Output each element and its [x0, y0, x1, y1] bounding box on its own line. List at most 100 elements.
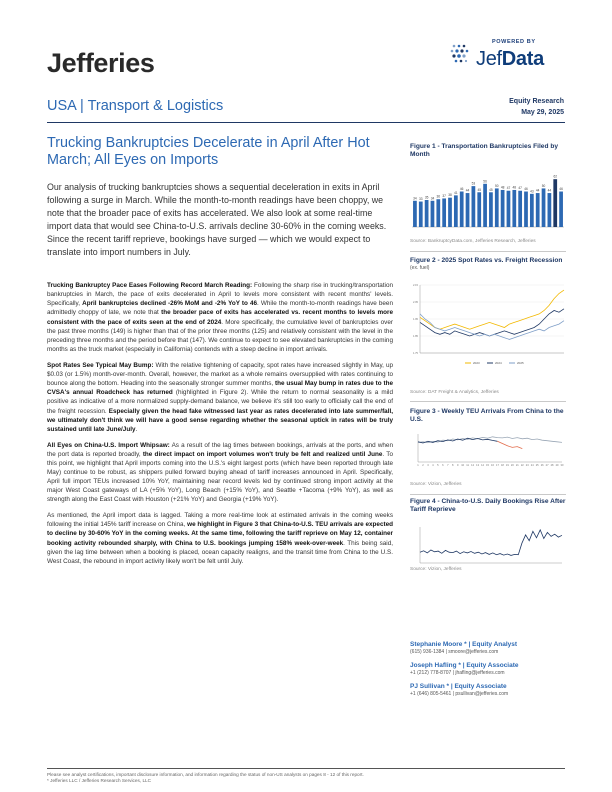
bar-value-label: 34	[431, 196, 435, 200]
x-tick-label: 10	[461, 463, 464, 467]
bar-value-label: 34	[413, 196, 417, 200]
x-tick-label: 29	[556, 463, 559, 467]
x-tick-label: 16	[491, 463, 494, 467]
bold-run: the broader pace of exits has accelerate…	[47, 309, 393, 326]
bar	[430, 200, 435, 227]
series-line	[419, 308, 565, 337]
figure-2-chart: 1.75 1.85 1.95 2.05 2.15 2023 2024 2025	[413, 283, 565, 365]
analyst-name: PJ Sullivan *	[410, 683, 450, 690]
figure-divider	[410, 494, 566, 495]
y-tick-label: 1.75	[413, 351, 419, 355]
analyst-contact[interactable]: (615) 936-1384 | smoore@jefferies.com	[410, 649, 499, 655]
bold-run: Trucking Bankruptcy Pace Eases Following…	[47, 282, 253, 289]
x-tick-label: 27	[546, 463, 549, 467]
text-run: As mentioned, the April import data is l…	[47, 512, 393, 529]
bar	[512, 189, 517, 227]
figure-2: Figure 2 - 2025 Spot Rates vs. Freight R…	[410, 257, 566, 271]
text-run: With the relative tightening of capacity…	[47, 361, 393, 388]
series-line	[419, 289, 565, 330]
x-tick-label: 22	[521, 463, 524, 467]
bar-value-label: 50	[542, 184, 546, 188]
figure-divider	[410, 251, 566, 252]
bar	[559, 191, 563, 227]
bar-value-label: 62	[553, 175, 557, 179]
bar	[424, 200, 429, 227]
bar	[448, 197, 452, 227]
x-tick-label: 9	[457, 463, 459, 467]
figure-2-source: Source: DAT Freight & Analytics, Jefferi…	[410, 390, 499, 395]
analyst-contact[interactable]: +1 (646) 805-5461 | psullivan@jefferies.…	[410, 691, 509, 697]
bar-value-label: 35	[425, 196, 429, 200]
bar	[477, 192, 482, 227]
header-divider	[47, 122, 565, 123]
entity-note: * Jefferies LLC / Jefferies Research Ser…	[47, 778, 152, 784]
figure-3-chart: 1 2 3 4 5 6 7 8 9 10 11 12 13 14 15 16 17 18 19 20 21 22 23 24 2…	[417, 434, 564, 467]
doc-type: Equity Research	[509, 98, 564, 105]
bar-value-label: 46	[559, 187, 563, 191]
x-tick-label: 4	[432, 463, 434, 467]
text-run: (highlighted in Figure 2). While the ret…	[47, 389, 393, 415]
footer-divider	[47, 768, 565, 769]
bar	[518, 190, 523, 227]
analyst-name: Stephanie Moore *	[410, 641, 467, 648]
x-tick-label: 26	[541, 463, 544, 467]
bar	[541, 188, 546, 227]
bar	[524, 191, 528, 227]
y-tick-label: 1.85	[413, 334, 419, 338]
bar-value-label: 33	[419, 197, 423, 201]
jefferies-logo: Jefferies	[47, 48, 155, 78]
body-paragraph: Spot Rates See Typical May Bump: With th…	[47, 361, 393, 434]
analyst-title: | Equity Associate	[450, 683, 507, 690]
figure-1-title: Figure 1 - Transportation Bankruptcies F…	[410, 143, 559, 158]
lead-paragraph: Our analysis of trucking bankruptcies sh…	[47, 182, 387, 257]
legend-label: 2025	[517, 361, 524, 365]
jefdata-logo-icon	[450, 44, 469, 63]
series-line	[497, 440, 523, 449]
figure-divider	[410, 401, 566, 402]
text-run: . While the month-to-month readings have…	[47, 300, 393, 317]
y-tick-label: 1.95	[413, 317, 419, 321]
disclosure-note[interactable]: Please see analyst certifications, impor…	[47, 772, 364, 777]
report-title: Trucking Bankruptcies Decelerate in Apri…	[47, 135, 370, 168]
text-run: Following the sharp rise in trucking/tra…	[47, 282, 394, 308]
analyst-title: | Equity Associate	[462, 662, 519, 669]
bar	[483, 183, 487, 227]
bar-value-label: 45	[489, 188, 493, 192]
bar-value-label: 47	[518, 186, 522, 190]
bar	[500, 189, 505, 227]
series-line	[417, 437, 498, 444]
bar-value-label: 44	[536, 189, 540, 193]
x-tick-label: 13	[476, 463, 479, 467]
bar	[494, 188, 499, 227]
bar-value-label: 56	[483, 179, 487, 183]
x-tick-label: 11	[466, 463, 469, 467]
report-date: May 29, 2025	[521, 109, 564, 116]
bar	[529, 193, 534, 227]
bar	[535, 193, 540, 227]
legend-label: 2024	[495, 361, 502, 365]
figure-2-title: Figure 2 - 2025 Spot Rates vs. Freight R…	[410, 257, 563, 264]
bar	[506, 190, 511, 227]
analyst-entry: Joseph Hafling * | Equity Associate +1 (…	[410, 661, 570, 677]
bold-run: the direct impact on import volumes won'…	[142, 450, 383, 458]
analyst-contact[interactable]: +1 (212) 778-8707 | jhafling@jefferies.c…	[410, 670, 505, 676]
bar-value-label: 45	[477, 188, 481, 192]
bar	[465, 193, 470, 227]
bar	[442, 198, 447, 227]
body-paragraph: All Eyes on China-U.S. Import Whipsaw: A…	[47, 441, 393, 505]
bar-value-label: 36	[437, 195, 441, 199]
bar	[453, 195, 458, 227]
bold-run: April bankruptcies declined -26% MoM and…	[82, 300, 258, 308]
analyst-entry: PJ Sullivan * | Equity Associate +1 (646…	[410, 682, 570, 698]
x-tick-label: 3	[427, 463, 429, 467]
figure-3-title: Figure 3 - Weekly TEU Arrivals From Chin…	[410, 408, 564, 423]
bold-run: Spot Rates See Typical May Bump:	[47, 361, 154, 369]
footer-disclosure: Please see analyst certifications, impor…	[47, 772, 364, 785]
x-tick-label: 5	[437, 463, 439, 467]
bar-value-label: 47	[507, 186, 511, 190]
bar-value-label: 48	[501, 185, 505, 189]
figure-2-unit: (ex. fuel)	[410, 265, 430, 271]
bar-value-label: 44	[466, 189, 470, 193]
legend-label: 2023	[473, 361, 480, 365]
